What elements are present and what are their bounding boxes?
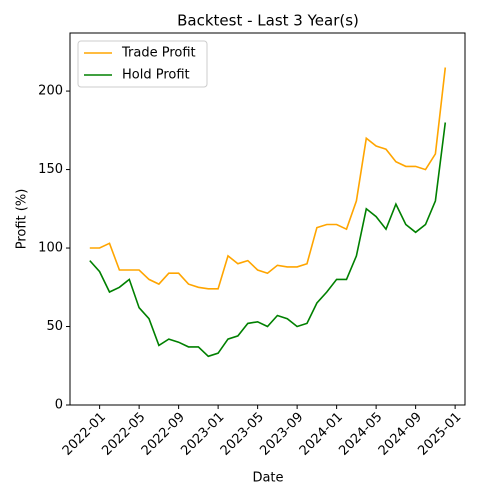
y-tick-label: 200 (38, 84, 63, 99)
legend-label: Hold Profit (122, 68, 190, 83)
plot-frame (69, 32, 466, 406)
line-series (89, 122, 447, 358)
legend-label: Trade Profit (121, 46, 196, 61)
y-tick-label: 50 (46, 319, 63, 334)
y-tick-label: 0 (55, 398, 63, 413)
y-axis-label: Profit (%) (15, 189, 30, 250)
y-tick-label: 150 (38, 162, 63, 177)
line-series (89, 67, 447, 290)
x-axis-label: Date (252, 471, 283, 486)
y-tick-label: 100 (38, 241, 63, 256)
chart-title: Backtest - Last 3 Year(s) (177, 12, 359, 30)
